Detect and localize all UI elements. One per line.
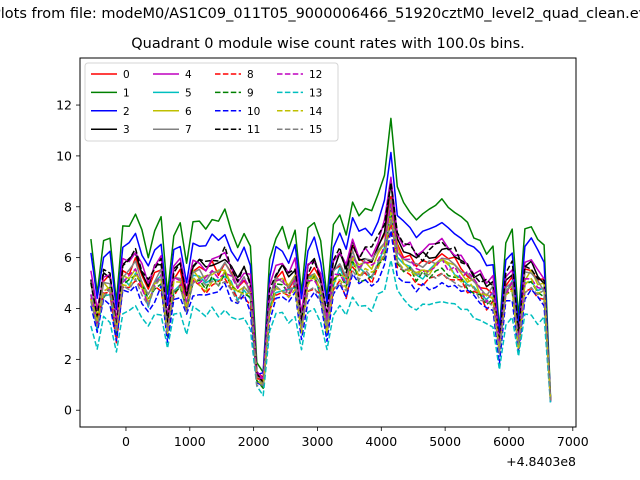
y-axis-ticks: 0 2 4 6 8 10 12 [56, 98, 80, 418]
x-tick-label: 0 [122, 434, 130, 449]
series-line-9 [90, 209, 552, 402]
series-line-14 [90, 211, 552, 400]
series-line-13 [90, 259, 552, 404]
x-tick-label: 4000 [365, 434, 397, 449]
series-line-10 [90, 229, 552, 403]
y-tick-label: 6 [64, 250, 72, 265]
legend-label-7: 7 [185, 124, 192, 136]
x-tick-label: 7000 [557, 434, 589, 449]
legend-label-14: 14 [309, 106, 323, 118]
x-offset-label: +4.8403e8 [506, 454, 576, 469]
figure-suptitle: Plots from file: modeM0/AS1C09_011T05_90… [0, 6, 640, 22]
legend-label-0: 0 [123, 69, 130, 81]
legend-label-15: 15 [309, 124, 322, 136]
legend-label-10: 10 [247, 106, 260, 118]
y-tick-label: 8 [64, 199, 72, 214]
series-lines [90, 117, 552, 404]
series-line-8 [90, 222, 552, 401]
x-tick-label: 1000 [174, 434, 206, 449]
x-tick-label: 5000 [429, 434, 461, 449]
legend-label-4: 4 [185, 69, 192, 81]
legend-label-11: 11 [247, 124, 260, 136]
y-tick-label: 2 [64, 352, 72, 367]
axes-frame [79, 57, 577, 428]
y-tick-label: 10 [56, 148, 72, 163]
series-line-15 [90, 218, 552, 401]
x-tick-label: 2000 [238, 434, 270, 449]
legend-box [84, 62, 339, 142]
series-line-1 [90, 117, 552, 397]
series-line-11 [90, 181, 552, 401]
series-line-2 [90, 151, 552, 399]
legend-label-6: 6 [185, 106, 192, 118]
legend-label-9: 9 [247, 87, 254, 99]
legend-label-13: 13 [309, 87, 322, 99]
legend-label-2: 2 [123, 106, 130, 118]
legend-label-3: 3 [123, 124, 130, 136]
legend-label-8: 8 [247, 69, 254, 81]
x-axis-ticks: 0 1000 2000 3000 4000 5000 6000 7000 [122, 427, 589, 449]
legend-label-1: 1 [123, 87, 130, 99]
legend-label-5: 5 [185, 87, 192, 99]
x-tick-label: 6000 [493, 434, 525, 449]
y-tick-label: 4 [64, 301, 72, 316]
legend-label-12: 12 [309, 69, 322, 81]
chart-title: Quadrant 0 module wise count rates with … [131, 36, 525, 52]
x-tick-label: 3000 [302, 434, 334, 449]
y-tick-label: 0 [64, 403, 72, 418]
y-tick-label: 12 [56, 98, 72, 113]
